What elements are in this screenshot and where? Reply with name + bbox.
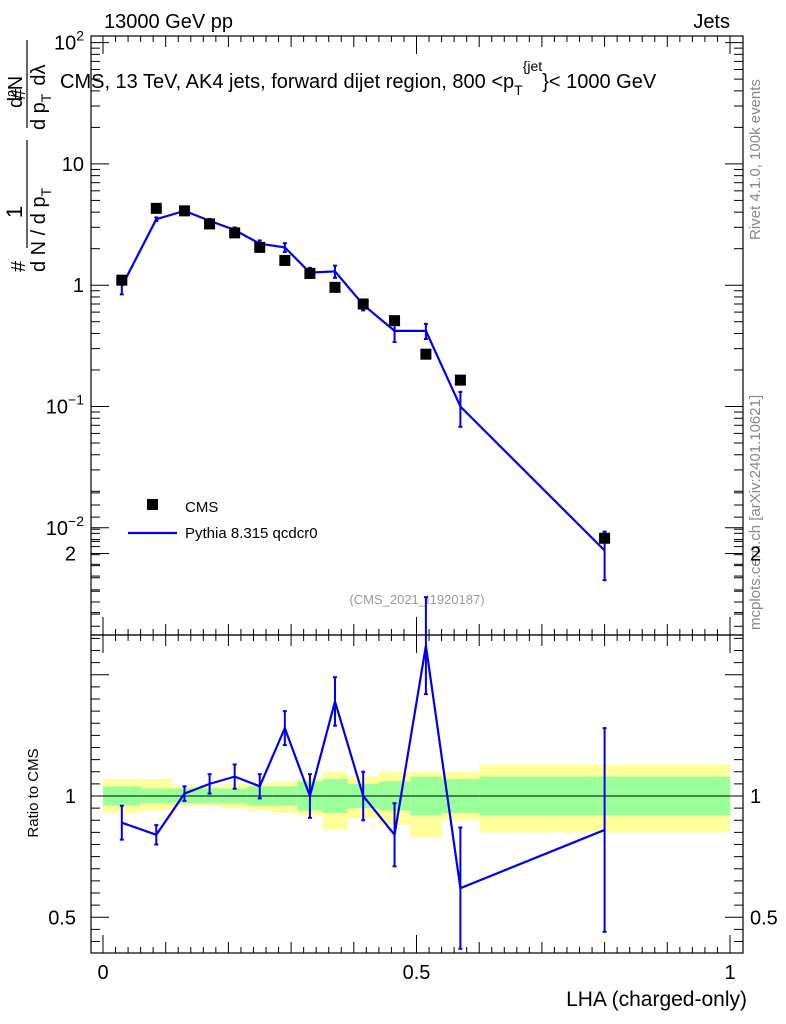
ratio-y-tick-label: 0.5 [48, 907, 76, 929]
y-label-hash-1: # [8, 260, 30, 272]
y-label-dlambda: dλ [28, 65, 50, 86]
cms-data-point [229, 227, 241, 239]
cms-data-series [116, 202, 611, 544]
ratio-panel-frame [90, 634, 744, 954]
cms-data-point [420, 348, 432, 360]
header-energy-label: 13000 GeV pp [104, 11, 233, 33]
svg-text:d N / d pT: d N / d pT [28, 187, 54, 272]
cms-data-point [204, 218, 216, 230]
y-label-denominator-sub: T [38, 187, 54, 196]
legend-mc-label: Pythia 8.315 qcdcr0 [185, 525, 318, 542]
x-tick-label: 0 [97, 962, 108, 984]
x-axis-label: LHA (charged-only) [566, 988, 747, 1011]
mc-series-ratio [119, 596, 607, 950]
cms-data-point [304, 267, 316, 279]
main-y-tick-label: 10 [62, 154, 84, 176]
svg-text:#: # [8, 88, 30, 100]
cms-data-point [357, 298, 369, 310]
ratio-y-axis-label: Ratio to CMS [25, 748, 42, 837]
cms-data-point [254, 241, 266, 253]
main-panel-frame [90, 35, 744, 636]
ratio-y-tick-label-right: 1 [750, 786, 761, 808]
mcplots-source-label: mcplots.cern.ch [arXiv:2401.10621] [747, 395, 764, 630]
cms-data-point [279, 254, 291, 266]
ratio-y-tick-label-right: 0.5 [750, 907, 778, 929]
main-y-axis-label: # # 1 d N / d pT d²N d pTdλ [2, 40, 54, 272]
y-label-dpt-sub: T [38, 93, 54, 102]
header-process-label: Jets [693, 11, 730, 33]
legend-cms-label: CMS [185, 499, 218, 516]
ratio-mc-line [121, 645, 606, 890]
cms-data-point [389, 315, 401, 327]
ratio-y-tick-label: 2 [65, 544, 76, 566]
y-label-denominator: d N / d p [28, 196, 50, 272]
y-label-d2n: d²N [5, 76, 27, 108]
rivet-version-label: Rivet 4.1.0, 100k events [747, 79, 764, 240]
cms-data-point [454, 374, 466, 386]
main-y-tick-label: 10−1 [46, 392, 84, 419]
cms-data-point [329, 281, 341, 293]
y-label-dpt: d p [28, 102, 50, 130]
y-label-one: 1 [2, 206, 27, 218]
main-y-tick-label: 10−2 [46, 513, 84, 540]
main-y-tick-label: 102 [54, 28, 84, 55]
ratio-y-tick-label: 1 [65, 786, 76, 808]
cms-data-point [599, 532, 611, 544]
legend-cms-marker [147, 499, 158, 510]
cms-data-point [116, 274, 128, 286]
cms-data-point [179, 205, 191, 217]
y-label-hash-2: # [8, 88, 30, 100]
main-panel-ticks: 102 10 1 10−1 10−2 [46, 28, 743, 635]
ratio-y-tick-label-right: 2 [750, 544, 761, 566]
analysis-id-label: (CMS_2021_I1920187) [349, 592, 484, 607]
x-tick-label: 0.5 [403, 962, 431, 984]
chart-title: CMS, 13 TeV, AK4 jets, forward dijet reg… [60, 58, 657, 98]
main-y-tick-label: 1 [73, 275, 84, 297]
legend: CMS Pythia 8.315 qcdcr0 [128, 499, 318, 542]
cms-data-point [150, 202, 162, 214]
ratio-panel-bands [103, 764, 730, 838]
svg-text:d pTdλ: d pTdλ [28, 65, 54, 131]
svg-text:#: # [8, 260, 30, 272]
ratio-panel-ticks: 0 0.5 1 0.5 0.5 1 1 2 2 [48, 492, 778, 984]
x-tick-label: 1 [724, 962, 735, 984]
